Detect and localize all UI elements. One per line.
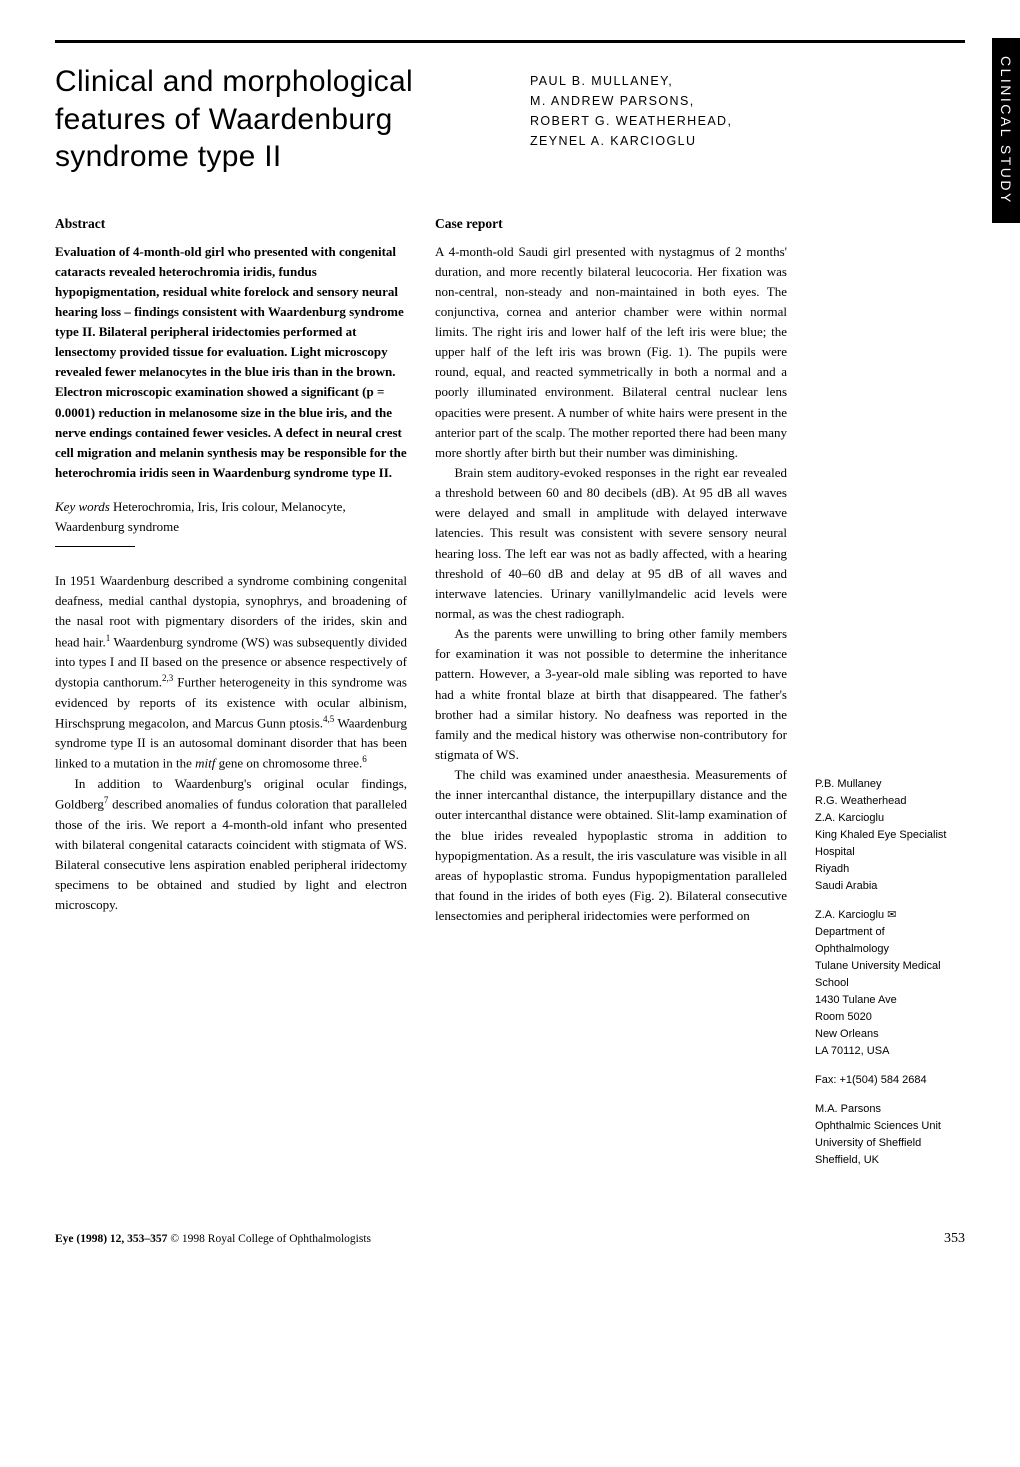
author: ZEYNEL A. KARCIOGLU xyxy=(530,131,965,151)
side-tab: CLINICAL STUDY xyxy=(992,38,1020,223)
keywords: Key words Heterochromia, Iris, Iris colo… xyxy=(55,497,407,536)
authors-list: PAUL B. MULLANEY, M. ANDREW PARSONS, ROB… xyxy=(530,71,965,151)
footer-journal: Eye (1998) 12, 353–357 xyxy=(55,1233,167,1245)
author: PAUL B. MULLANEY, xyxy=(530,71,965,91)
author: ROBERT G. WEATHERHEAD, xyxy=(530,111,965,131)
right-column: Case report A 4-month-old Saudi girl pre… xyxy=(435,216,787,1182)
main-content: Abstract Evaluation of 4-month-old girl … xyxy=(55,216,965,1182)
affil-line: King Khaled Eye Specialist xyxy=(815,827,965,844)
affil-line: Riyadh xyxy=(815,861,965,878)
affil-block-2: Z.A. Karcioglu ✉ Department of Ophthalmo… xyxy=(815,907,965,1060)
affil-fax: Fax: +1(504) 584 2684 xyxy=(815,1072,965,1089)
affil-line: Saudi Arabia xyxy=(815,878,965,895)
affil-line: Z.A. Karcioglu ✉ xyxy=(815,907,965,924)
affil-line: LA 70112, USA xyxy=(815,1043,965,1060)
affiliations-sidebar: P.B. Mullaney R.G. Weatherhead Z.A. Karc… xyxy=(815,216,965,1182)
affil-line: Room 5020 xyxy=(815,1009,965,1026)
top-rule xyxy=(55,40,965,43)
affil-line: Z.A. Karcioglu xyxy=(815,810,965,827)
case-heading: Case report xyxy=(435,216,787,232)
footer-copyright: © 1998 Royal College of Ophthalmologists xyxy=(167,1233,371,1245)
case-p3: As the parents were unwilling to bring o… xyxy=(435,624,787,765)
abstract-heading: Abstract xyxy=(55,216,407,232)
affil-line: Ophthalmology xyxy=(815,941,965,958)
affil-line: Department of xyxy=(815,924,965,941)
affil-block-1: P.B. Mullaney R.G. Weatherhead Z.A. Karc… xyxy=(815,776,965,895)
affil-line: R.G. Weatherhead xyxy=(815,793,965,810)
affil-line: School xyxy=(815,975,965,992)
case-body: A 4-month-old Saudi girl presented with … xyxy=(435,242,787,927)
keywords-label: Key words xyxy=(55,499,110,514)
intro-p2: In addition to Waardenburg's original oc… xyxy=(55,774,407,915)
affil-line: P.B. Mullaney xyxy=(815,776,965,793)
case-p4: The child was examined under anaesthesia… xyxy=(435,765,787,926)
affil-line: New Orleans xyxy=(815,1026,965,1043)
affil-line: 1430 Tulane Ave xyxy=(815,992,965,1009)
case-p1: A 4-month-old Saudi girl presented with … xyxy=(435,242,787,464)
footer-citation: Eye (1998) 12, 353–357 © 1998 Royal Coll… xyxy=(55,1233,371,1245)
intro-body: In 1951 Waardenburg described a syndrome… xyxy=(55,571,407,915)
page-number: 353 xyxy=(944,1231,965,1247)
left-column: Abstract Evaluation of 4-month-old girl … xyxy=(55,216,407,1182)
separator-rule xyxy=(55,546,135,547)
intro-p1: In 1951 Waardenburg described a syndrome… xyxy=(55,571,407,774)
author: M. ANDREW PARSONS, xyxy=(530,91,965,111)
header: Clinical and morphological features of W… xyxy=(55,63,965,176)
footer: Eye (1998) 12, 353–357 © 1998 Royal Coll… xyxy=(55,1231,965,1247)
affil-block-3: M.A. Parsons Ophthalmic Sciences Unit Un… xyxy=(815,1101,965,1169)
affil-line: Sheffield, UK xyxy=(815,1152,965,1169)
article-title: Clinical and morphological features of W… xyxy=(55,63,490,176)
abstract-text: Evaluation of 4-month-old girl who prese… xyxy=(55,242,407,484)
affil-line: M.A. Parsons xyxy=(815,1101,965,1118)
affil-line: Ophthalmic Sciences Unit xyxy=(815,1118,965,1135)
affil-line: Tulane University Medical xyxy=(815,958,965,975)
affil-line: Hospital xyxy=(815,844,965,861)
affil-line: University of Sheffield xyxy=(815,1135,965,1152)
case-p2: Brain stem auditory-evoked responses in … xyxy=(435,463,787,624)
